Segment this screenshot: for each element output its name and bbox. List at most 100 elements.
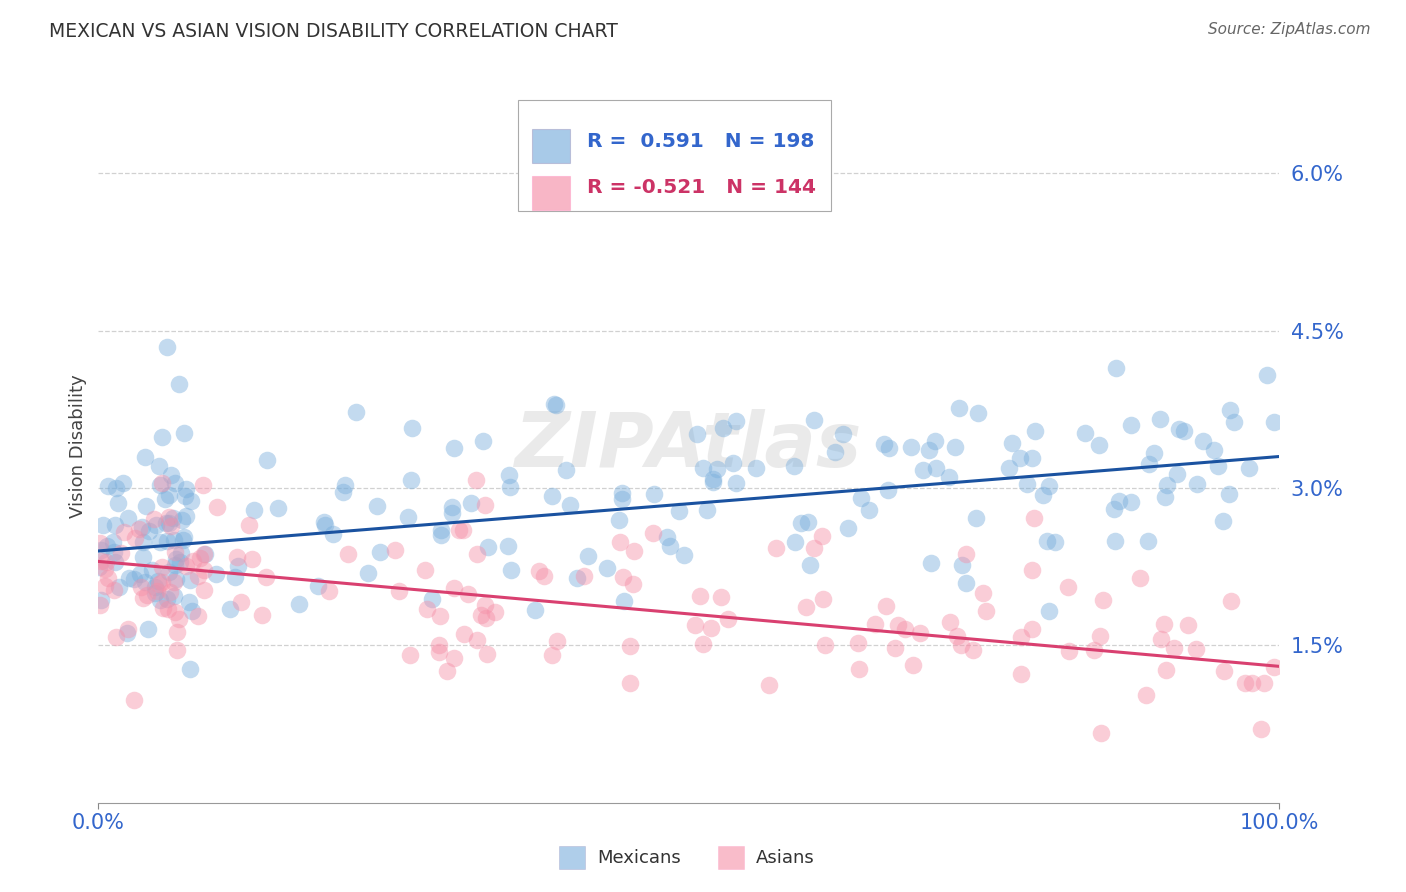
Point — [609, 535, 631, 549]
Point — [134, 575, 156, 590]
Text: Source: ZipAtlas.com: Source: ZipAtlas.com — [1208, 22, 1371, 37]
Point — [1150, 632, 1173, 646]
Point — [900, 440, 922, 454]
Point — [1021, 450, 1043, 465]
Point — [163, 545, 186, 559]
Point — [1057, 580, 1080, 594]
Point — [103, 545, 125, 559]
Point — [122, 693, 145, 707]
Point — [396, 510, 419, 524]
Point — [150, 475, 173, 490]
Point — [94, 562, 117, 576]
Point — [1102, 502, 1125, 516]
Point — [1121, 417, 1143, 432]
Point — [443, 441, 465, 455]
Point — [231, 595, 253, 609]
Point — [193, 563, 215, 577]
Point — [1173, 424, 1195, 438]
Point — [103, 582, 125, 597]
Point — [783, 459, 806, 474]
Point — [689, 589, 711, 603]
Point — [945, 629, 967, 643]
Point — [824, 444, 846, 458]
Point — [702, 472, 724, 486]
Point — [501, 563, 523, 577]
Point — [1083, 642, 1105, 657]
FancyBboxPatch shape — [718, 847, 744, 869]
Point — [1043, 534, 1066, 549]
Point — [901, 658, 924, 673]
Point — [160, 518, 183, 533]
Point — [181, 554, 204, 568]
Point — [1008, 450, 1031, 465]
Point — [399, 473, 422, 487]
Point — [1137, 458, 1160, 472]
Point — [967, 406, 990, 420]
Point — [1263, 659, 1285, 673]
Point — [131, 549, 153, 564]
Point — [94, 556, 117, 570]
Point — [659, 539, 682, 553]
Point — [621, 576, 644, 591]
Point — [218, 601, 240, 615]
Point — [89, 598, 111, 612]
Point — [655, 530, 678, 544]
Point — [118, 571, 141, 585]
Point — [546, 398, 568, 412]
Point — [1239, 461, 1261, 475]
Point — [429, 523, 451, 537]
Text: R =  0.591   N = 198: R = 0.591 N = 198 — [588, 132, 814, 151]
Point — [1059, 644, 1081, 658]
Point — [692, 637, 714, 651]
Point — [145, 584, 167, 599]
Point — [187, 609, 209, 624]
Point — [700, 621, 723, 635]
Point — [115, 625, 138, 640]
Point — [108, 580, 131, 594]
Point — [146, 574, 169, 588]
Point — [1024, 424, 1046, 438]
Point — [93, 579, 115, 593]
Point — [228, 559, 250, 574]
Point — [558, 498, 581, 512]
Point — [96, 539, 118, 553]
Point — [318, 584, 340, 599]
Point — [683, 617, 706, 632]
Point — [610, 485, 633, 500]
Point — [173, 425, 195, 440]
Point — [129, 580, 152, 594]
Point — [912, 463, 935, 477]
Point — [136, 588, 159, 602]
Point — [427, 645, 450, 659]
Point — [527, 564, 550, 578]
Point — [465, 473, 488, 487]
Point — [1253, 675, 1275, 690]
Point — [440, 500, 463, 514]
Point — [224, 569, 246, 583]
Point — [1166, 467, 1188, 481]
Point — [150, 560, 173, 574]
Point — [124, 531, 146, 545]
Point — [619, 639, 641, 653]
Point — [814, 638, 837, 652]
FancyBboxPatch shape — [531, 176, 569, 210]
Point — [877, 441, 900, 455]
Point — [465, 633, 488, 648]
Point — [1088, 629, 1111, 643]
Point — [794, 600, 817, 615]
Point — [471, 434, 494, 448]
Point — [156, 534, 179, 549]
Point — [157, 509, 180, 524]
Point — [165, 552, 187, 566]
Point — [692, 461, 714, 475]
Point — [1032, 488, 1054, 502]
Point — [117, 511, 139, 525]
Point — [717, 612, 740, 626]
Point — [1212, 514, 1234, 528]
Point — [152, 600, 174, 615]
Point — [443, 581, 465, 595]
Point — [997, 461, 1019, 475]
Point — [110, 546, 132, 560]
Point — [132, 591, 155, 606]
Point — [533, 568, 555, 582]
